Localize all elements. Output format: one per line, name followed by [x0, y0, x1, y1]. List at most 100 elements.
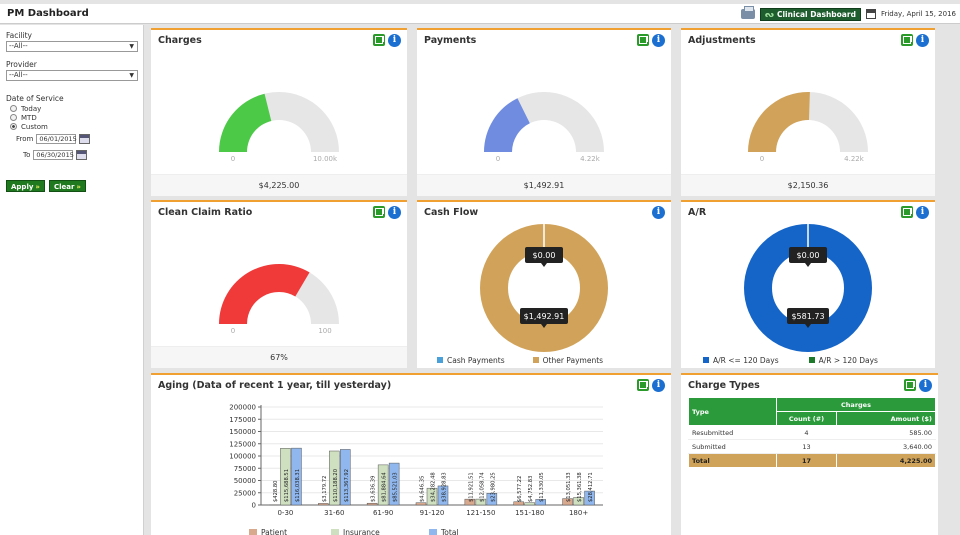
- bar[interactable]: [280, 448, 291, 506]
- bar[interactable]: [329, 450, 340, 506]
- tooltip-box: [525, 247, 563, 263]
- info-icon[interactable]: i: [916, 206, 929, 219]
- calendar-icon[interactable]: [76, 150, 88, 160]
- bar[interactable]: [377, 464, 389, 506]
- gauge-max-label: 4.22k: [580, 155, 601, 163]
- legend-swatch: [249, 529, 257, 535]
- gauge-min-label: 0: [231, 327, 235, 335]
- bar[interactable]: [475, 498, 487, 506]
- legend-item[interactable]: Other Payments: [532, 356, 603, 365]
- tooltip-box: [789, 247, 827, 263]
- radio-button[interactable]: [10, 114, 17, 121]
- col-header-type: Type: [688, 397, 777, 426]
- bar[interactable]: [388, 462, 400, 506]
- info-icon[interactable]: i: [919, 379, 932, 392]
- facility-select-value: --All--: [9, 42, 28, 50]
- data-label: $13,051.33: [566, 472, 572, 502]
- data-label: $428.80: [273, 481, 279, 502]
- radio-today[interactable]: Today: [10, 104, 90, 113]
- bar[interactable]: [535, 499, 546, 506]
- panel-title: Clean Claim Ratio: [158, 207, 253, 218]
- info-icon[interactable]: i: [388, 34, 401, 47]
- legend-item[interactable]: A/R > 120 Days: [808, 356, 878, 365]
- legend-item[interactable]: A/R <= 120 Days: [703, 356, 779, 365]
- bar[interactable]: [524, 502, 535, 506]
- tooltip-pointer: [541, 263, 547, 267]
- from-date-input[interactable]: 06/01/2015: [36, 134, 77, 144]
- bar[interactable]: [366, 502, 378, 506]
- radio-custom[interactable]: Custom: [10, 122, 90, 131]
- tooltip-box: [787, 308, 829, 324]
- legend-swatch: [532, 357, 539, 363]
- external-link-icon[interactable]: [373, 34, 385, 46]
- bar[interactable]: [513, 501, 524, 506]
- external-link-icon[interactable]: [373, 206, 385, 218]
- legend-label[interactable]: Patient: [261, 528, 287, 535]
- legend-label[interactable]: Total: [440, 528, 459, 535]
- bar[interactable]: [318, 503, 329, 506]
- legend-swatch: [429, 529, 437, 535]
- ar-panel: A/R i $0.00 $581.73 A/R <= 120 Days A/R …: [681, 200, 935, 368]
- facility-select[interactable]: --All-- ▼: [6, 41, 138, 52]
- clear-button[interactable]: Clear»: [48, 180, 86, 192]
- y-tick-label: 50000: [234, 477, 256, 485]
- double-chevron-right-icon: »: [76, 183, 81, 191]
- page-title: PM Dashboard: [7, 8, 89, 19]
- chevron-down-icon: ▼: [129, 72, 134, 79]
- bar[interactable]: [426, 487, 438, 506]
- x-tick-label: 91-120: [420, 509, 445, 517]
- radio-button-selected[interactable]: [10, 123, 17, 130]
- tooltip-pointer: [805, 324, 811, 328]
- info-icon[interactable]: i: [916, 34, 929, 47]
- info-icon[interactable]: i: [652, 379, 665, 392]
- legend-item[interactable]: Cash Payments: [437, 356, 505, 365]
- info-icon[interactable]: i: [388, 206, 401, 219]
- external-link-icon[interactable]: [637, 379, 649, 391]
- bar[interactable]: [464, 498, 476, 506]
- bar[interactable]: [340, 449, 351, 506]
- external-link-icon[interactable]: [904, 379, 916, 391]
- bar[interactable]: [486, 492, 498, 506]
- panel-title: Payments: [424, 35, 477, 46]
- legend-label[interactable]: Insurance: [343, 528, 380, 535]
- x-tick-label: 61-90: [373, 509, 393, 517]
- clinical-dashboard-button[interactable]: ᔓ Clinical Dashboard: [759, 7, 861, 21]
- payments-panel: Payments i 0 4.22k $1,492.91: [417, 28, 671, 196]
- radio-custom-label: Custom: [21, 122, 48, 131]
- calendar-icon[interactable]: [79, 134, 91, 144]
- bar[interactable]: [573, 497, 584, 506]
- bar[interactable]: [584, 490, 595, 506]
- bar[interactable]: [415, 502, 427, 506]
- legend-swatch: [331, 529, 339, 535]
- x-tick-label: 31-60: [324, 509, 344, 517]
- y-tick-label: 75000: [234, 465, 256, 473]
- bar[interactable]: [291, 447, 302, 506]
- bar[interactable]: [562, 498, 573, 506]
- gauge-fill: [219, 93, 272, 152]
- chevron-down-icon: ▼: [129, 43, 134, 50]
- panel-title: A/R: [688, 207, 707, 218]
- data-label: $28,412.71: [588, 472, 594, 502]
- adjustments-value: $2,150.36: [787, 181, 829, 190]
- external-link-icon[interactable]: [637, 34, 649, 46]
- y-tick-label: 25000: [234, 489, 256, 497]
- print-icon[interactable]: [740, 6, 755, 19]
- radio-mtd-label: MTD: [21, 113, 37, 122]
- to-date-input[interactable]: 06/30/2015: [33, 150, 74, 160]
- radio-mtd[interactable]: MTD: [10, 113, 90, 122]
- external-link-icon[interactable]: [901, 206, 913, 218]
- apply-button[interactable]: Apply»: [6, 180, 45, 192]
- gauge-max-label: 10.00k: [313, 155, 338, 163]
- cell-amount: 585.00: [836, 425, 936, 440]
- data-label: $12,058.74: [479, 472, 485, 502]
- provider-select-value: --All--: [9, 71, 28, 79]
- info-icon[interactable]: i: [652, 206, 665, 219]
- panel-title: Aging (Data of recent 1 year, till yeste…: [158, 380, 392, 391]
- bar[interactable]: [437, 485, 449, 506]
- gauge-fill: [748, 92, 810, 152]
- info-icon[interactable]: i: [652, 34, 665, 47]
- radio-button[interactable]: [10, 105, 17, 112]
- provider-select[interactable]: --All-- ▼: [6, 70, 138, 81]
- external-link-icon[interactable]: [901, 34, 913, 46]
- data-label: $11,330.05: [539, 472, 545, 502]
